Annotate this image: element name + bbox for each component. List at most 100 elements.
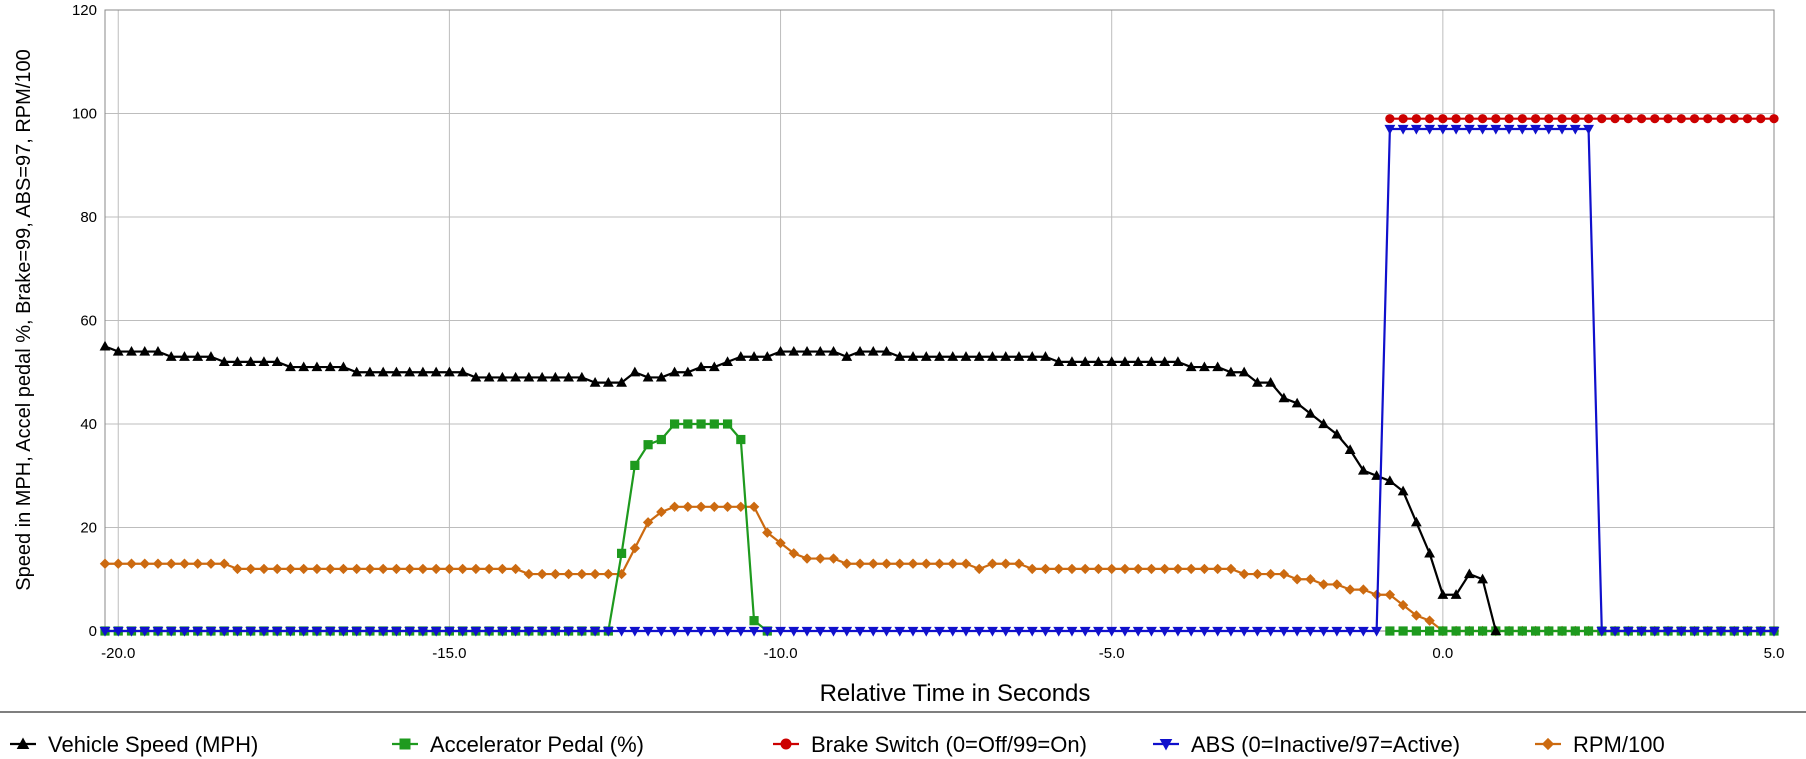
data-point	[1331, 579, 1343, 590]
data-point	[457, 366, 469, 377]
data-point	[1663, 114, 1673, 124]
data-point	[735, 351, 747, 361]
data-point	[868, 558, 879, 569]
data-point	[1252, 377, 1263, 387]
data-point	[1199, 626, 1210, 637]
data-point	[1769, 114, 1779, 124]
data-point	[1438, 626, 1448, 636]
data-point	[1491, 114, 1501, 124]
data-point	[483, 563, 495, 575]
series-line	[105, 127, 1774, 633]
data-point	[496, 371, 508, 382]
data-point	[298, 361, 310, 372]
data-point	[126, 345, 137, 356]
data-point	[444, 563, 455, 575]
data-point	[1225, 563, 1237, 575]
data-point	[205, 626, 217, 637]
data-point	[1622, 626, 1634, 637]
data-point	[1424, 547, 1436, 558]
data-point	[1450, 124, 1462, 135]
data-point	[1146, 356, 1157, 366]
y-tick-label: 120	[72, 2, 97, 19]
data-point	[258, 626, 270, 637]
data-point	[1132, 563, 1144, 575]
data-point	[1464, 626, 1474, 636]
data-point	[338, 626, 349, 637]
data-point	[1093, 356, 1104, 366]
data-point	[311, 626, 323, 637]
data-point	[404, 626, 416, 637]
data-point	[1715, 626, 1727, 637]
data-point	[1305, 574, 1316, 585]
data-point	[1079, 626, 1091, 637]
data-point	[1000, 626, 1012, 637]
data-point	[285, 361, 296, 372]
data-point	[324, 563, 336, 575]
data-point	[987, 351, 998, 361]
data-point	[629, 366, 641, 377]
data-point	[245, 563, 256, 575]
data-point	[616, 377, 627, 387]
data-point	[894, 558, 905, 569]
data-point	[285, 626, 296, 637]
data-point	[616, 568, 627, 580]
data-point	[218, 626, 230, 637]
y-tick-label: 60	[80, 313, 97, 330]
data-point	[99, 626, 111, 637]
data-point	[232, 356, 243, 366]
data-point	[1013, 558, 1025, 569]
y-tick-label: 80	[80, 209, 97, 226]
data-point	[1437, 589, 1449, 599]
data-point	[1411, 114, 1421, 124]
data-point	[245, 356, 257, 366]
data-point	[722, 356, 733, 366]
data-point	[258, 356, 270, 366]
data-point	[1252, 568, 1263, 580]
data-point	[391, 563, 402, 575]
x-tick-label: -20.0	[101, 645, 135, 662]
data-point	[709, 419, 719, 429]
data-point	[483, 626, 495, 637]
data-point	[1623, 114, 1633, 124]
data-point	[1079, 356, 1091, 366]
data-point	[192, 351, 204, 361]
data-point	[1755, 626, 1767, 637]
data-point	[1000, 558, 1011, 569]
data-point	[1318, 626, 1330, 637]
data-point	[907, 558, 919, 569]
data-point	[523, 568, 535, 580]
data-point	[788, 345, 800, 356]
data-point	[854, 345, 866, 356]
legend-marker	[399, 738, 411, 750]
data-point	[1225, 366, 1237, 377]
data-point	[523, 626, 535, 637]
data-point	[748, 501, 760, 512]
data-point	[1438, 114, 1448, 124]
data-point	[271, 563, 283, 575]
data-point	[377, 563, 389, 575]
data-point	[881, 558, 892, 569]
data-point	[749, 616, 759, 626]
data-point	[391, 626, 402, 637]
legend-marker	[1541, 737, 1555, 751]
x-tick-label: -10.0	[763, 645, 797, 662]
data-point	[1344, 584, 1356, 595]
data-point	[801, 553, 813, 564]
data-point	[1212, 563, 1223, 575]
data-point	[1371, 470, 1383, 480]
data-point	[921, 558, 932, 569]
data-point	[1357, 464, 1369, 475]
data-point	[1278, 626, 1290, 637]
data-point	[99, 340, 111, 351]
data-point	[1742, 626, 1753, 637]
data-point	[881, 345, 892, 356]
data-point	[1477, 114, 1488, 124]
data-point	[934, 558, 945, 569]
data-point	[1397, 599, 1409, 611]
data-point	[656, 434, 666, 445]
data-point	[377, 366, 389, 377]
data-point	[1172, 563, 1184, 575]
data-point	[695, 361, 707, 372]
data-point	[616, 548, 627, 558]
data-point	[642, 517, 654, 528]
